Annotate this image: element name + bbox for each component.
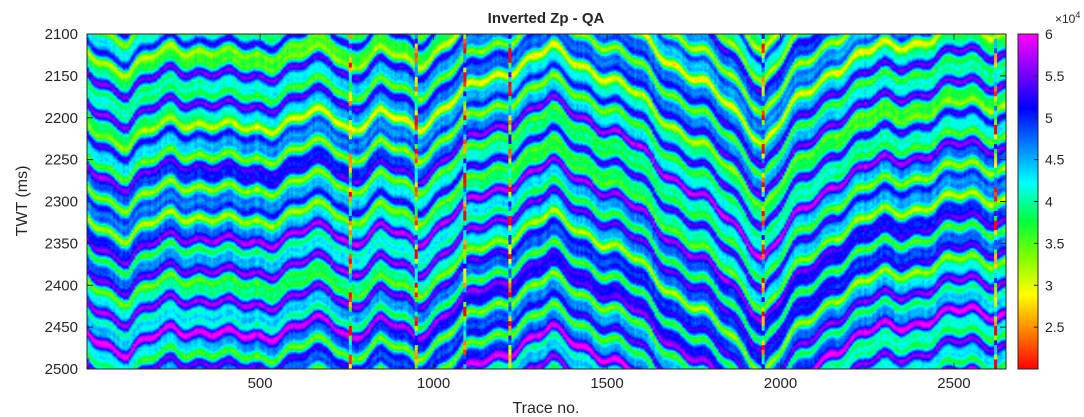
x-tick-label: 2500 xyxy=(937,375,970,392)
y-tick-label: 2400 xyxy=(45,277,78,294)
colorbar-tick-label: 5.5 xyxy=(1045,68,1065,84)
heatmap-raster xyxy=(87,34,1006,369)
impedance-heatmap xyxy=(87,34,1006,369)
x-tick-label: 2000 xyxy=(764,375,797,392)
colorbar-exponent: ×104 xyxy=(1055,10,1080,26)
plot-area: 500 1000 1500 2000 2500 2100 2150 2200 2250 2300… xyxy=(45,26,1007,392)
x-axis-label: Trace no. xyxy=(513,400,580,417)
colorbar-tick-label: 6 xyxy=(1045,26,1053,42)
y-tick-label: 2450 xyxy=(45,319,78,336)
well-trace xyxy=(761,34,765,369)
colorbar-axis: 2.5 3 3.5 4 4.5 5 5.5 6 xyxy=(1034,26,1065,335)
colorbar-tick-label: 4.5 xyxy=(1045,152,1065,168)
colorbar-tick-label: 3.5 xyxy=(1045,235,1065,251)
y-axis: 2100 2150 2200 2250 2300 2350 2400 2450 2500 xyxy=(45,26,1006,378)
colorbar-tick-label: 3 xyxy=(1045,277,1053,293)
colorbar: 2.533.544.555.56 ×104 xyxy=(1017,10,1080,370)
y-tick-label: 2500 xyxy=(45,361,78,378)
x-axis: 500 1000 1500 2000 2500 xyxy=(248,34,971,392)
x-tick-label: 1500 xyxy=(590,375,623,392)
chart-title: Inverted Zp - QA xyxy=(488,10,605,27)
well-trace xyxy=(414,34,418,369)
y-tick-label: 2300 xyxy=(45,194,78,211)
well-trace xyxy=(463,34,467,369)
y-axis-label: TWT (ms) xyxy=(14,166,31,237)
y-tick-label: 2150 xyxy=(45,68,78,85)
y-tick-label: 2200 xyxy=(45,110,78,127)
colorbar-exponent-base: ×10 xyxy=(1055,12,1076,26)
colorbar-tick-label: 2.5 xyxy=(1045,319,1065,335)
y-tick-label: 2100 xyxy=(45,26,78,43)
well-trace xyxy=(508,34,512,369)
x-tick-label: 1000 xyxy=(417,375,450,392)
y-tick-label: 2350 xyxy=(45,235,78,252)
well-trace xyxy=(348,34,352,369)
x-tick-label: 500 xyxy=(248,375,273,392)
y-tick-label: 2250 xyxy=(45,152,78,169)
colorbar-tick-label: 5 xyxy=(1045,110,1053,126)
well-trace xyxy=(994,34,998,369)
colorbar-tick-label: 4 xyxy=(1045,194,1053,210)
colorbar-exponent-power: 4 xyxy=(1075,10,1080,20)
